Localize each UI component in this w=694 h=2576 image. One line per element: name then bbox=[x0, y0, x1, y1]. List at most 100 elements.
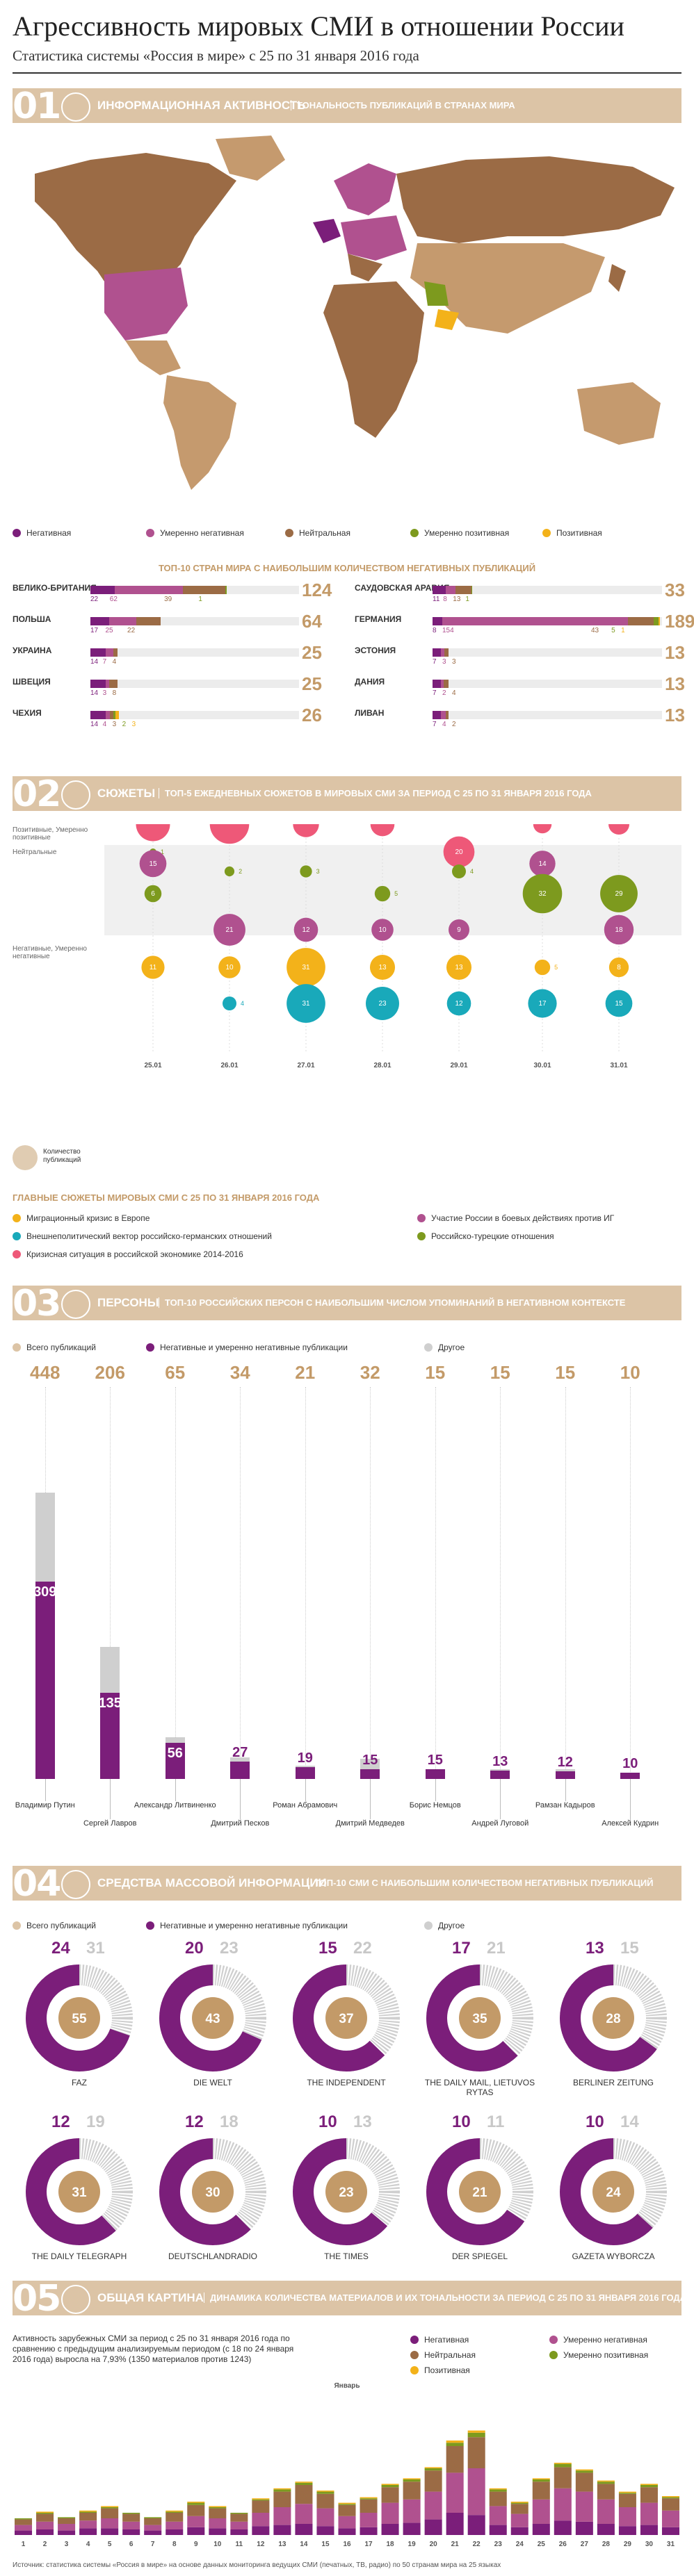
person-guide bbox=[500, 1387, 501, 1779]
country-bar-segment bbox=[182, 586, 226, 594]
day-label: 31.01 bbox=[610, 1062, 627, 1069]
country-bar-label: 14 bbox=[90, 689, 99, 697]
dyn-day-label: 1 bbox=[22, 2541, 26, 2548]
person-negative-value: 56 bbox=[167, 1746, 183, 1762]
story-bubble bbox=[141, 955, 165, 979]
story-bubble-label: 10 bbox=[378, 926, 387, 934]
story-bubble bbox=[528, 989, 557, 1018]
page-subtitle: Статистика системы «Россия в мире» с 25 … bbox=[13, 47, 419, 64]
country-name: ГЕРМАНИЯ bbox=[355, 614, 402, 624]
country-bar-segment bbox=[441, 680, 444, 688]
person-name: Алексей Кудрин bbox=[602, 1819, 659, 1828]
country-bar-segment bbox=[136, 617, 161, 625]
person-icon bbox=[61, 1290, 90, 1319]
country-bar-label: 43 bbox=[590, 627, 599, 634]
legend-mod-negative: Умеренно негативная bbox=[146, 528, 244, 538]
story-bubble bbox=[224, 866, 235, 877]
dyn-bar-segment bbox=[122, 2513, 140, 2514]
dyn-bar-segment bbox=[144, 2530, 162, 2535]
dyn-bar-segment bbox=[295, 2504, 313, 2524]
media-name: THE DAILY MAIL, LIETUVOS RYTAS bbox=[424, 2078, 535, 2097]
media-donut: 28 bbox=[560, 1964, 667, 2072]
donut-center bbox=[325, 1997, 367, 2039]
dyn-legend-positive: Позитивная bbox=[410, 2365, 470, 2375]
dyn-bar-segment bbox=[467, 2468, 485, 2516]
media-other-count: 13 bbox=[353, 2113, 372, 2131]
dyn-bar-segment bbox=[338, 2502, 356, 2504]
story-bubble-label: 14 bbox=[538, 860, 547, 868]
media-donut: 35 bbox=[426, 1964, 533, 2072]
story-bubble-label: 15 bbox=[149, 860, 157, 868]
dyn-bar-segment bbox=[381, 2502, 399, 2524]
dyn-bar-segment bbox=[101, 2506, 119, 2507]
story-bubble bbox=[604, 914, 634, 945]
dyn-bar-segment bbox=[618, 2491, 636, 2493]
story-bubble-label: 31 bbox=[302, 1000, 310, 1008]
dyn-day-label: 9 bbox=[194, 2541, 198, 2548]
country-name: ЛИВАН bbox=[355, 708, 385, 718]
dyn-bar-segment bbox=[510, 2504, 528, 2514]
media-other-count: 19 bbox=[86, 2113, 105, 2131]
dyn-bar-segment bbox=[640, 2484, 658, 2485]
country-bar-label: 3 bbox=[452, 658, 456, 666]
section-title: СРЕДСТВА МАССОВОЙ ИНФОРМАЦИИ bbox=[97, 1876, 327, 1889]
dyn-bar-segment bbox=[316, 2491, 334, 2494]
media-name: THE INDEPENDENT bbox=[307, 2078, 386, 2087]
country-bar-label: 3 bbox=[131, 721, 136, 728]
story-bubble-label: 1 bbox=[161, 848, 164, 855]
country-name: ВЕЛИКО-БРИТАНИЯ bbox=[13, 583, 97, 593]
section-subtitle: ДИНАМИКА КОЛИЧЕСТВА МАТЕРИАЛОВ И ИХ ТОНА… bbox=[204, 2292, 686, 2303]
story-bubble-label: 13 bbox=[378, 964, 387, 971]
country-bar-segment bbox=[443, 680, 449, 688]
country-name: ПОЛЬША bbox=[13, 614, 51, 624]
media-donut: 55 bbox=[26, 1964, 133, 2072]
footer-source: Источник: статистика системы «Россия в м… bbox=[13, 2561, 501, 2569]
country-bar-label: 2 bbox=[452, 721, 456, 728]
person-leader bbox=[370, 1779, 371, 1819]
person-bar-negative bbox=[230, 1762, 250, 1779]
map-south-america bbox=[163, 375, 236, 490]
person-leader bbox=[175, 1779, 176, 1801]
story-legend-isis: Участие России в боевых действиях против… bbox=[417, 1213, 614, 1223]
dyn-bar-segment bbox=[489, 2489, 507, 2492]
country-bar-bg bbox=[90, 711, 299, 719]
donut-center-value: 30 bbox=[205, 2185, 220, 2200]
dyn-bar-segment bbox=[187, 2502, 205, 2505]
person-negative-value: 15 bbox=[427, 1753, 443, 1769]
story-bubble-label: 9 bbox=[617, 824, 621, 826]
person-leader bbox=[500, 1779, 501, 1819]
media-legend-negative: Негативные и умеренно негативные публика… bbox=[146, 1921, 348, 1930]
day-label: 30.01 bbox=[533, 1062, 551, 1069]
country-bar-label: 25 bbox=[105, 627, 113, 634]
country-bar-segment bbox=[446, 711, 449, 719]
donut-negative-arc bbox=[426, 1964, 533, 2072]
country-bar-segment bbox=[433, 586, 446, 594]
dyn-bar-segment bbox=[446, 2513, 464, 2535]
person-total: 15 bbox=[555, 1362, 576, 1383]
dyn-day-label: 19 bbox=[408, 2541, 417, 2548]
dyn-bar-segment bbox=[446, 2446, 464, 2473]
dyn-bar-segment bbox=[532, 2524, 550, 2535]
story-bubble-label: 7 bbox=[540, 824, 544, 826]
dyn-bar-segment bbox=[554, 2488, 572, 2521]
story-bubble bbox=[533, 824, 552, 834]
person-total: 15 bbox=[425, 1362, 446, 1383]
country-bar-segment bbox=[110, 711, 114, 719]
dyn-bar-segment bbox=[381, 2485, 399, 2488]
dyn-bar-segment bbox=[187, 2502, 205, 2503]
person-bar-negative bbox=[490, 1771, 510, 1779]
country-bar-segment bbox=[106, 711, 111, 719]
country-bar-label: 4 bbox=[452, 689, 456, 697]
dyn-bar-segment bbox=[446, 2440, 464, 2443]
story-bubble bbox=[287, 984, 325, 1023]
dyn-bar-segment bbox=[316, 2493, 334, 2509]
dyn-day-label: 12 bbox=[257, 2541, 265, 2548]
country-bar-label: 11 bbox=[433, 596, 440, 603]
story-bubble-label: 23 bbox=[378, 1000, 387, 1008]
donut-center-value: 31 bbox=[72, 2185, 87, 2200]
person-bar-negative bbox=[425, 1769, 445, 1779]
section-05-header: 05 ОБЩАЯ КАРТИНА ДИНАМИКА КОЛИЧЕСТВА МАТ… bbox=[13, 2278, 686, 2320]
person-total: 206 bbox=[95, 1362, 125, 1383]
dyn-bar-segment bbox=[489, 2506, 507, 2525]
media-negative-count: 12 bbox=[51, 2113, 70, 2131]
